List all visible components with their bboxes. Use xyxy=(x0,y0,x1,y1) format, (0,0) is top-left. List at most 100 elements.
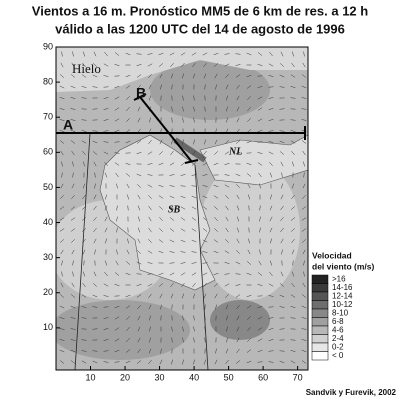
wind-arrow xyxy=(180,206,186,210)
wind-arrow xyxy=(136,360,142,364)
wind-arrow xyxy=(125,272,131,276)
wind-arrow xyxy=(225,359,229,365)
wind-arrow xyxy=(103,75,109,77)
wind-arrow xyxy=(81,350,87,352)
wind-arrow xyxy=(226,117,228,123)
wind-arrow xyxy=(137,106,141,112)
wind-arrow xyxy=(82,194,86,200)
wind-arrow xyxy=(192,150,196,156)
wind-arrow xyxy=(60,282,64,288)
wind-arrow xyxy=(247,106,251,112)
wind-arrow xyxy=(268,327,274,331)
wind-arrow xyxy=(158,63,164,67)
wind-arrow xyxy=(235,140,241,144)
wind-arrow xyxy=(246,305,252,309)
wind-arrow xyxy=(303,260,305,266)
wind-arrow xyxy=(193,293,195,299)
wind-arrow xyxy=(302,239,306,243)
wind-arrow xyxy=(246,140,252,144)
wind-arrow xyxy=(236,194,240,200)
wind-arrow xyxy=(82,161,86,167)
legend-swatch xyxy=(311,342,329,352)
wind-arrow xyxy=(114,52,120,56)
wind-arrow xyxy=(202,206,208,210)
wind-arrow xyxy=(204,304,206,310)
wind-arrow xyxy=(191,217,197,221)
wind-arrow xyxy=(114,152,120,154)
region-label: NL xyxy=(228,146,242,157)
wind-arrow xyxy=(147,262,153,264)
wind-arrow xyxy=(160,348,162,354)
wind-arrow xyxy=(236,326,240,332)
wind-arrow xyxy=(302,183,306,189)
wind-arrow xyxy=(114,305,120,309)
wind-arrow xyxy=(148,239,152,243)
wind-arrow xyxy=(193,337,195,343)
wind-arrow xyxy=(170,282,174,288)
wind-arrow xyxy=(114,129,120,133)
wind-arrow xyxy=(301,217,307,221)
wind-arrow xyxy=(59,328,65,330)
wind-arrow xyxy=(114,64,120,66)
wind-arrow xyxy=(60,62,64,68)
wind-arrow xyxy=(116,205,118,211)
wind-arrow xyxy=(213,250,219,254)
legend-label: 4-6 xyxy=(332,326,344,335)
wind-arrow xyxy=(127,238,129,244)
legend-label: >16 xyxy=(332,275,346,284)
wind-arrow xyxy=(72,172,74,178)
legend-swatch xyxy=(311,317,329,327)
y-tick-label: 30 xyxy=(43,252,53,262)
wind-arrow xyxy=(213,185,219,187)
wind-arrow xyxy=(202,162,208,166)
wind-arrow xyxy=(92,306,98,308)
wind-arrow xyxy=(215,348,217,354)
wind-arrow xyxy=(81,317,87,319)
wind-arrow xyxy=(291,150,295,156)
wind-arrow xyxy=(82,249,86,255)
wind-arrow xyxy=(191,162,197,166)
wind-arrow xyxy=(213,162,219,166)
wind-arrow xyxy=(236,348,240,354)
wind-arrow xyxy=(280,227,284,233)
wind-arrow xyxy=(235,284,241,286)
wind-arrow xyxy=(125,85,131,89)
wind-arrow xyxy=(103,151,109,155)
wind-arrow xyxy=(280,283,284,287)
wind-arrow xyxy=(171,106,173,112)
wind-arrow xyxy=(301,206,307,210)
wind-arrow xyxy=(60,150,64,156)
wind-arrow xyxy=(180,195,186,199)
wind-arrow xyxy=(191,272,197,276)
wind-arrow xyxy=(61,271,63,277)
wind-arrow xyxy=(236,84,240,90)
wind-arrow xyxy=(92,151,98,155)
wind-arrow xyxy=(182,359,184,365)
wind-arrow xyxy=(268,317,274,319)
wind-arrow xyxy=(301,140,307,144)
legend-swatch xyxy=(311,308,329,318)
wind-arrow xyxy=(268,295,274,297)
wind-arrow xyxy=(224,174,230,176)
wind-arrow xyxy=(103,119,109,121)
wind-arrow xyxy=(170,359,174,365)
boundary-line xyxy=(194,164,209,370)
wind-arrow xyxy=(290,305,296,309)
wind-arrow xyxy=(246,272,252,276)
wind-arrow xyxy=(291,249,295,255)
wind-arrow xyxy=(93,216,97,222)
wind-arrow xyxy=(247,118,251,122)
wind-arrow xyxy=(71,150,75,156)
wind-arrow xyxy=(235,53,241,55)
wind-arrow xyxy=(93,194,97,200)
wind-arrow xyxy=(259,249,261,255)
wind-arrow xyxy=(182,293,184,299)
wind-arrow xyxy=(268,350,274,352)
legend-label: 12-14 xyxy=(332,292,353,301)
wind-arrow xyxy=(81,217,87,221)
wind-arrow xyxy=(126,96,130,100)
wind-arrow xyxy=(93,161,97,167)
wind-arrow xyxy=(169,228,175,232)
wind-arrow xyxy=(236,184,240,188)
wind-arrow xyxy=(269,172,273,178)
